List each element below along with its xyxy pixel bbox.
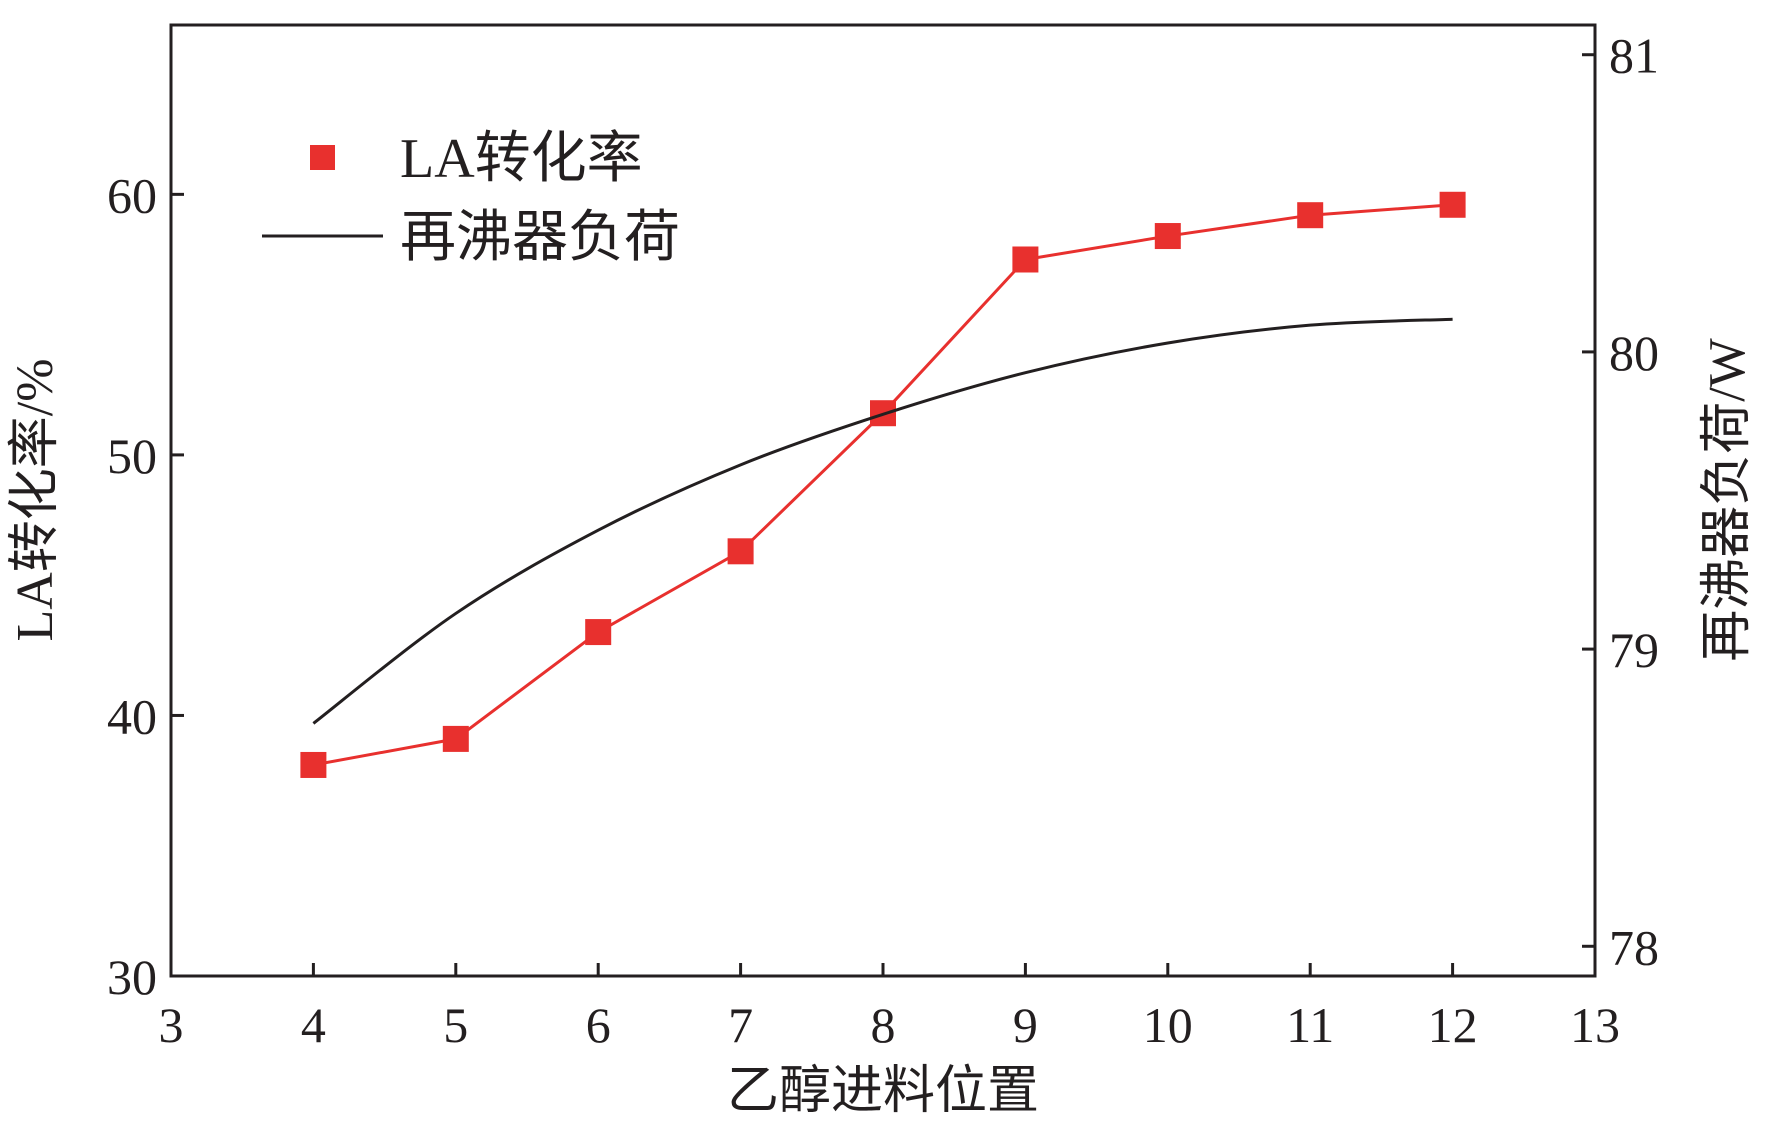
data-point — [1439, 191, 1466, 218]
y-left-tick-label: 50 — [107, 428, 157, 484]
y-left-tick-label: 40 — [107, 688, 157, 744]
legend-label-reboiler: 再沸器负荷 — [400, 207, 680, 269]
x-tick-label: 13 — [1570, 997, 1620, 1053]
data-point — [585, 619, 612, 646]
left-axis-title: LA转化率/% — [7, 358, 64, 641]
x-tick-label: 4 — [301, 997, 326, 1053]
series-line-0 — [313, 203, 1453, 767]
x-tick-label: 10 — [1143, 997, 1193, 1053]
data-point — [1012, 246, 1039, 273]
data-point — [1297, 202, 1324, 229]
y-left-tick-label: 60 — [107, 167, 157, 223]
y-right-tick-label: 81 — [1609, 28, 1659, 84]
x-tick-label: 8 — [871, 997, 896, 1053]
data-point — [442, 725, 469, 752]
x-axis-title: 乙醇进料位置 — [727, 1063, 1039, 1120]
x-tick-label: 7 — [728, 997, 753, 1053]
y-right-tick-label: 80 — [1609, 325, 1659, 381]
legend: LA转化率 再沸器负荷 — [262, 128, 680, 269]
x-tick-label: 6 — [586, 997, 611, 1053]
plot-frame — [169, 23, 1597, 978]
y-right-tick-label: 79 — [1609, 622, 1659, 678]
y-left-tick-label: 30 — [107, 949, 157, 1005]
legend-label-conversion: LA转化率 — [400, 128, 643, 190]
y-right-tick-label: 78 — [1609, 919, 1659, 975]
series-layer — [300, 191, 1466, 778]
data-point — [1154, 223, 1181, 250]
legend-marker-conversion — [310, 145, 335, 170]
data-point — [300, 751, 327, 778]
x-tick-label: 9 — [1013, 997, 1038, 1053]
x-tick-label: 11 — [1286, 997, 1334, 1053]
right-axis-title: 再沸器负荷/W — [1699, 338, 1756, 662]
data-point — [727, 538, 754, 565]
x-tick-label: 12 — [1428, 997, 1478, 1053]
x-tick-label: 5 — [443, 997, 468, 1053]
axis-ticks — [169, 53, 1597, 978]
x-tick-label: 3 — [159, 997, 184, 1053]
series-line-1 — [312, 317, 1453, 725]
